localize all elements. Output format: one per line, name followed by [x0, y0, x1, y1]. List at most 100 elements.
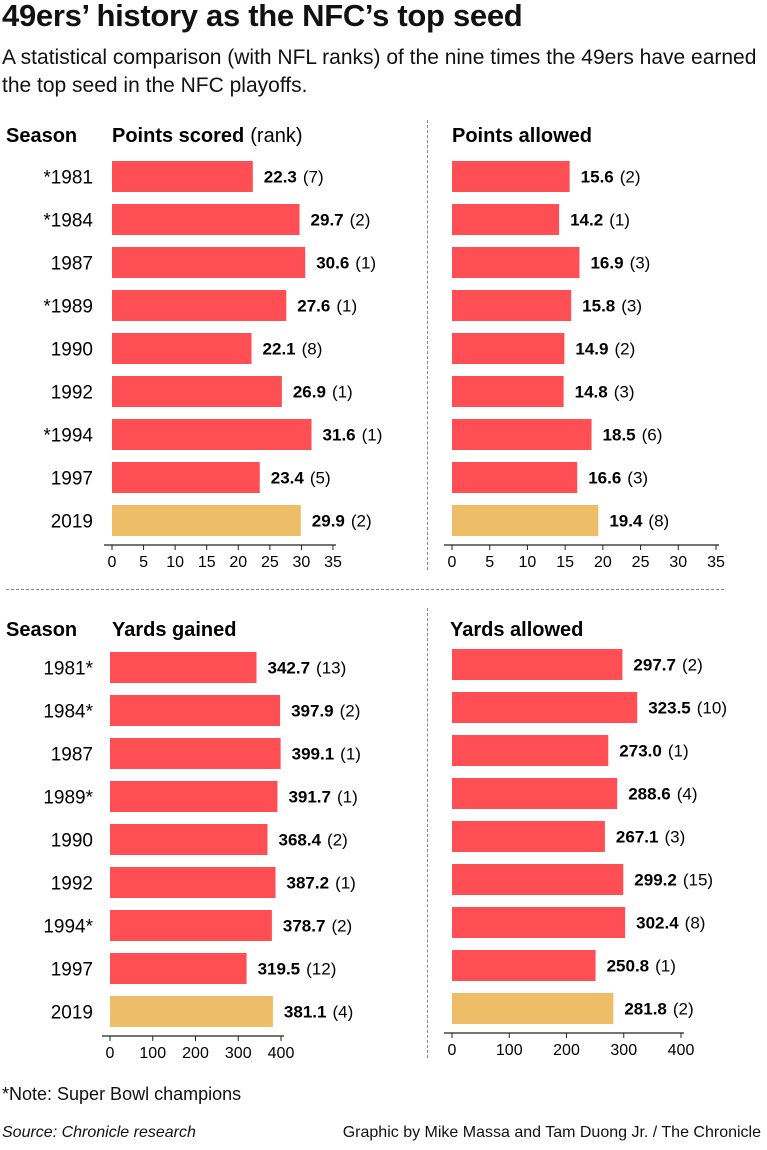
x-tick-label: 5 — [485, 554, 494, 571]
bar — [452, 247, 580, 278]
x-tick-label: 200 — [553, 1042, 580, 1059]
bar — [452, 290, 572, 321]
bar — [452, 950, 596, 981]
rank-label: (1) — [609, 211, 630, 230]
x-tick-label: 30 — [293, 554, 311, 571]
x-tick-label: 25 — [632, 554, 650, 571]
value-number: 31.6 — [323, 426, 356, 445]
value-number: 27.6 — [297, 297, 330, 316]
value-number: 14.8 — [575, 383, 608, 402]
bar — [112, 290, 287, 321]
value-label: 29.7 (2) — [311, 211, 371, 230]
value-number: 378.7 — [283, 917, 326, 936]
chart-yards-allowed: Yards allowed 297.7 (2) 323.5 (10) 273.0 (1) 28… — [444, 619, 727, 1059]
value-label: 14.9 (2) — [575, 340, 635, 359]
value-number: 26.9 — [293, 383, 326, 402]
x-tick-label: 0 — [448, 1042, 457, 1059]
value-number: 399.1 — [292, 745, 335, 764]
value-number: 267.1 — [616, 828, 659, 847]
rank-label: (8) — [685, 914, 706, 933]
category-label: *1984 — [43, 211, 93, 232]
bar — [452, 864, 624, 895]
page-title: 49ers’ history as the NFC’s top seed — [2, 0, 523, 33]
value-label: 23.4 (5) — [271, 469, 331, 488]
bar — [452, 821, 605, 852]
rank-label: (1) — [340, 745, 361, 764]
rank-label: (4) — [332, 1003, 353, 1022]
value-label: 19.4 (8) — [609, 512, 669, 531]
value-label: 281.8 (2) — [624, 1000, 693, 1019]
bar — [110, 781, 278, 812]
category-label: *1994 — [43, 426, 93, 447]
category-label: *1989 — [43, 297, 93, 318]
x-tick-label: 35 — [707, 554, 725, 571]
rank-label: (2) — [331, 917, 352, 936]
value-label: 323.5 (10) — [648, 699, 727, 718]
bar — [452, 204, 560, 235]
value-number: 288.6 — [628, 785, 671, 804]
value-label: 299.2 (15) — [634, 871, 713, 890]
value-label: 399.1 (1) — [292, 745, 361, 764]
bar — [110, 695, 281, 726]
value-number: 381.1 — [284, 1003, 327, 1022]
panel-title: Yards gained — [112, 619, 237, 641]
rank-label: (10) — [697, 699, 727, 718]
value-number: 22.1 — [263, 340, 296, 359]
chart-points-allowed: Points allowed 15.6 (2) 14.2 (1) 16.9 (3) 15.8 (… — [444, 125, 725, 571]
x-tick-label: 300 — [225, 1045, 252, 1062]
bar — [110, 652, 257, 683]
value-label: 15.6 (2) — [581, 168, 641, 187]
value-number: 14.2 — [570, 211, 603, 230]
divider-vertical-top — [427, 120, 428, 570]
rank-label: (3) — [627, 469, 648, 488]
category-label: 1981* — [43, 659, 93, 680]
x-tick-label: 0 — [108, 554, 117, 571]
rank-label: (3) — [621, 297, 642, 316]
value-label: 29.9 (2) — [312, 512, 372, 531]
value-label: 16.9 (3) — [590, 254, 650, 273]
bar — [112, 204, 300, 235]
x-tick-label: 10 — [519, 554, 537, 571]
bar — [110, 738, 281, 769]
value-number: 29.9 — [312, 512, 345, 531]
category-label: 2019 — [51, 512, 93, 533]
value-number: 16.9 — [590, 254, 623, 273]
value-label: 368.4 (2) — [278, 831, 347, 850]
value-label: 31.6 (1) — [323, 426, 383, 445]
value-label: 16.6 (3) — [588, 469, 648, 488]
value-label: 26.9 (1) — [293, 383, 353, 402]
category-label: 1987 — [51, 254, 93, 275]
bar — [452, 161, 570, 192]
value-label: 319.5 (12) — [258, 960, 337, 979]
value-label: 273.0 (1) — [619, 742, 688, 761]
value-label: 22.1 (8) — [263, 340, 323, 359]
bar — [112, 161, 253, 192]
value-number: 302.4 — [636, 914, 679, 933]
x-tick-label: 30 — [669, 554, 687, 571]
bar — [112, 462, 260, 493]
panel-title-main: Points allowed — [452, 125, 592, 147]
value-label: 297.7 (2) — [633, 656, 702, 675]
rank-label: (3) — [614, 383, 635, 402]
rank-label: (1) — [337, 788, 358, 807]
x-tick-label: 20 — [594, 554, 612, 571]
rank-label: (1) — [355, 254, 376, 273]
footnote: *Note: Super Bowl champions — [2, 1084, 242, 1104]
value-number: 18.5 — [603, 426, 636, 445]
value-number: 368.4 — [278, 831, 321, 850]
rank-label: (2) — [673, 1000, 694, 1019]
rank-label: (2) — [350, 211, 371, 230]
bar — [452, 993, 614, 1024]
divider-horizontal — [6, 589, 724, 590]
season-header: Season — [6, 125, 77, 147]
category-label: 1987 — [51, 745, 93, 766]
x-tick-label: 20 — [229, 554, 247, 571]
x-tick-label: 100 — [496, 1042, 523, 1059]
value-label: 14.8 (3) — [575, 383, 635, 402]
category-label: 1992 — [51, 874, 93, 895]
value-number: 319.5 — [258, 960, 301, 979]
bar — [452, 419, 592, 450]
rank-label: (13) — [316, 659, 346, 678]
value-number: 299.2 — [634, 871, 677, 890]
